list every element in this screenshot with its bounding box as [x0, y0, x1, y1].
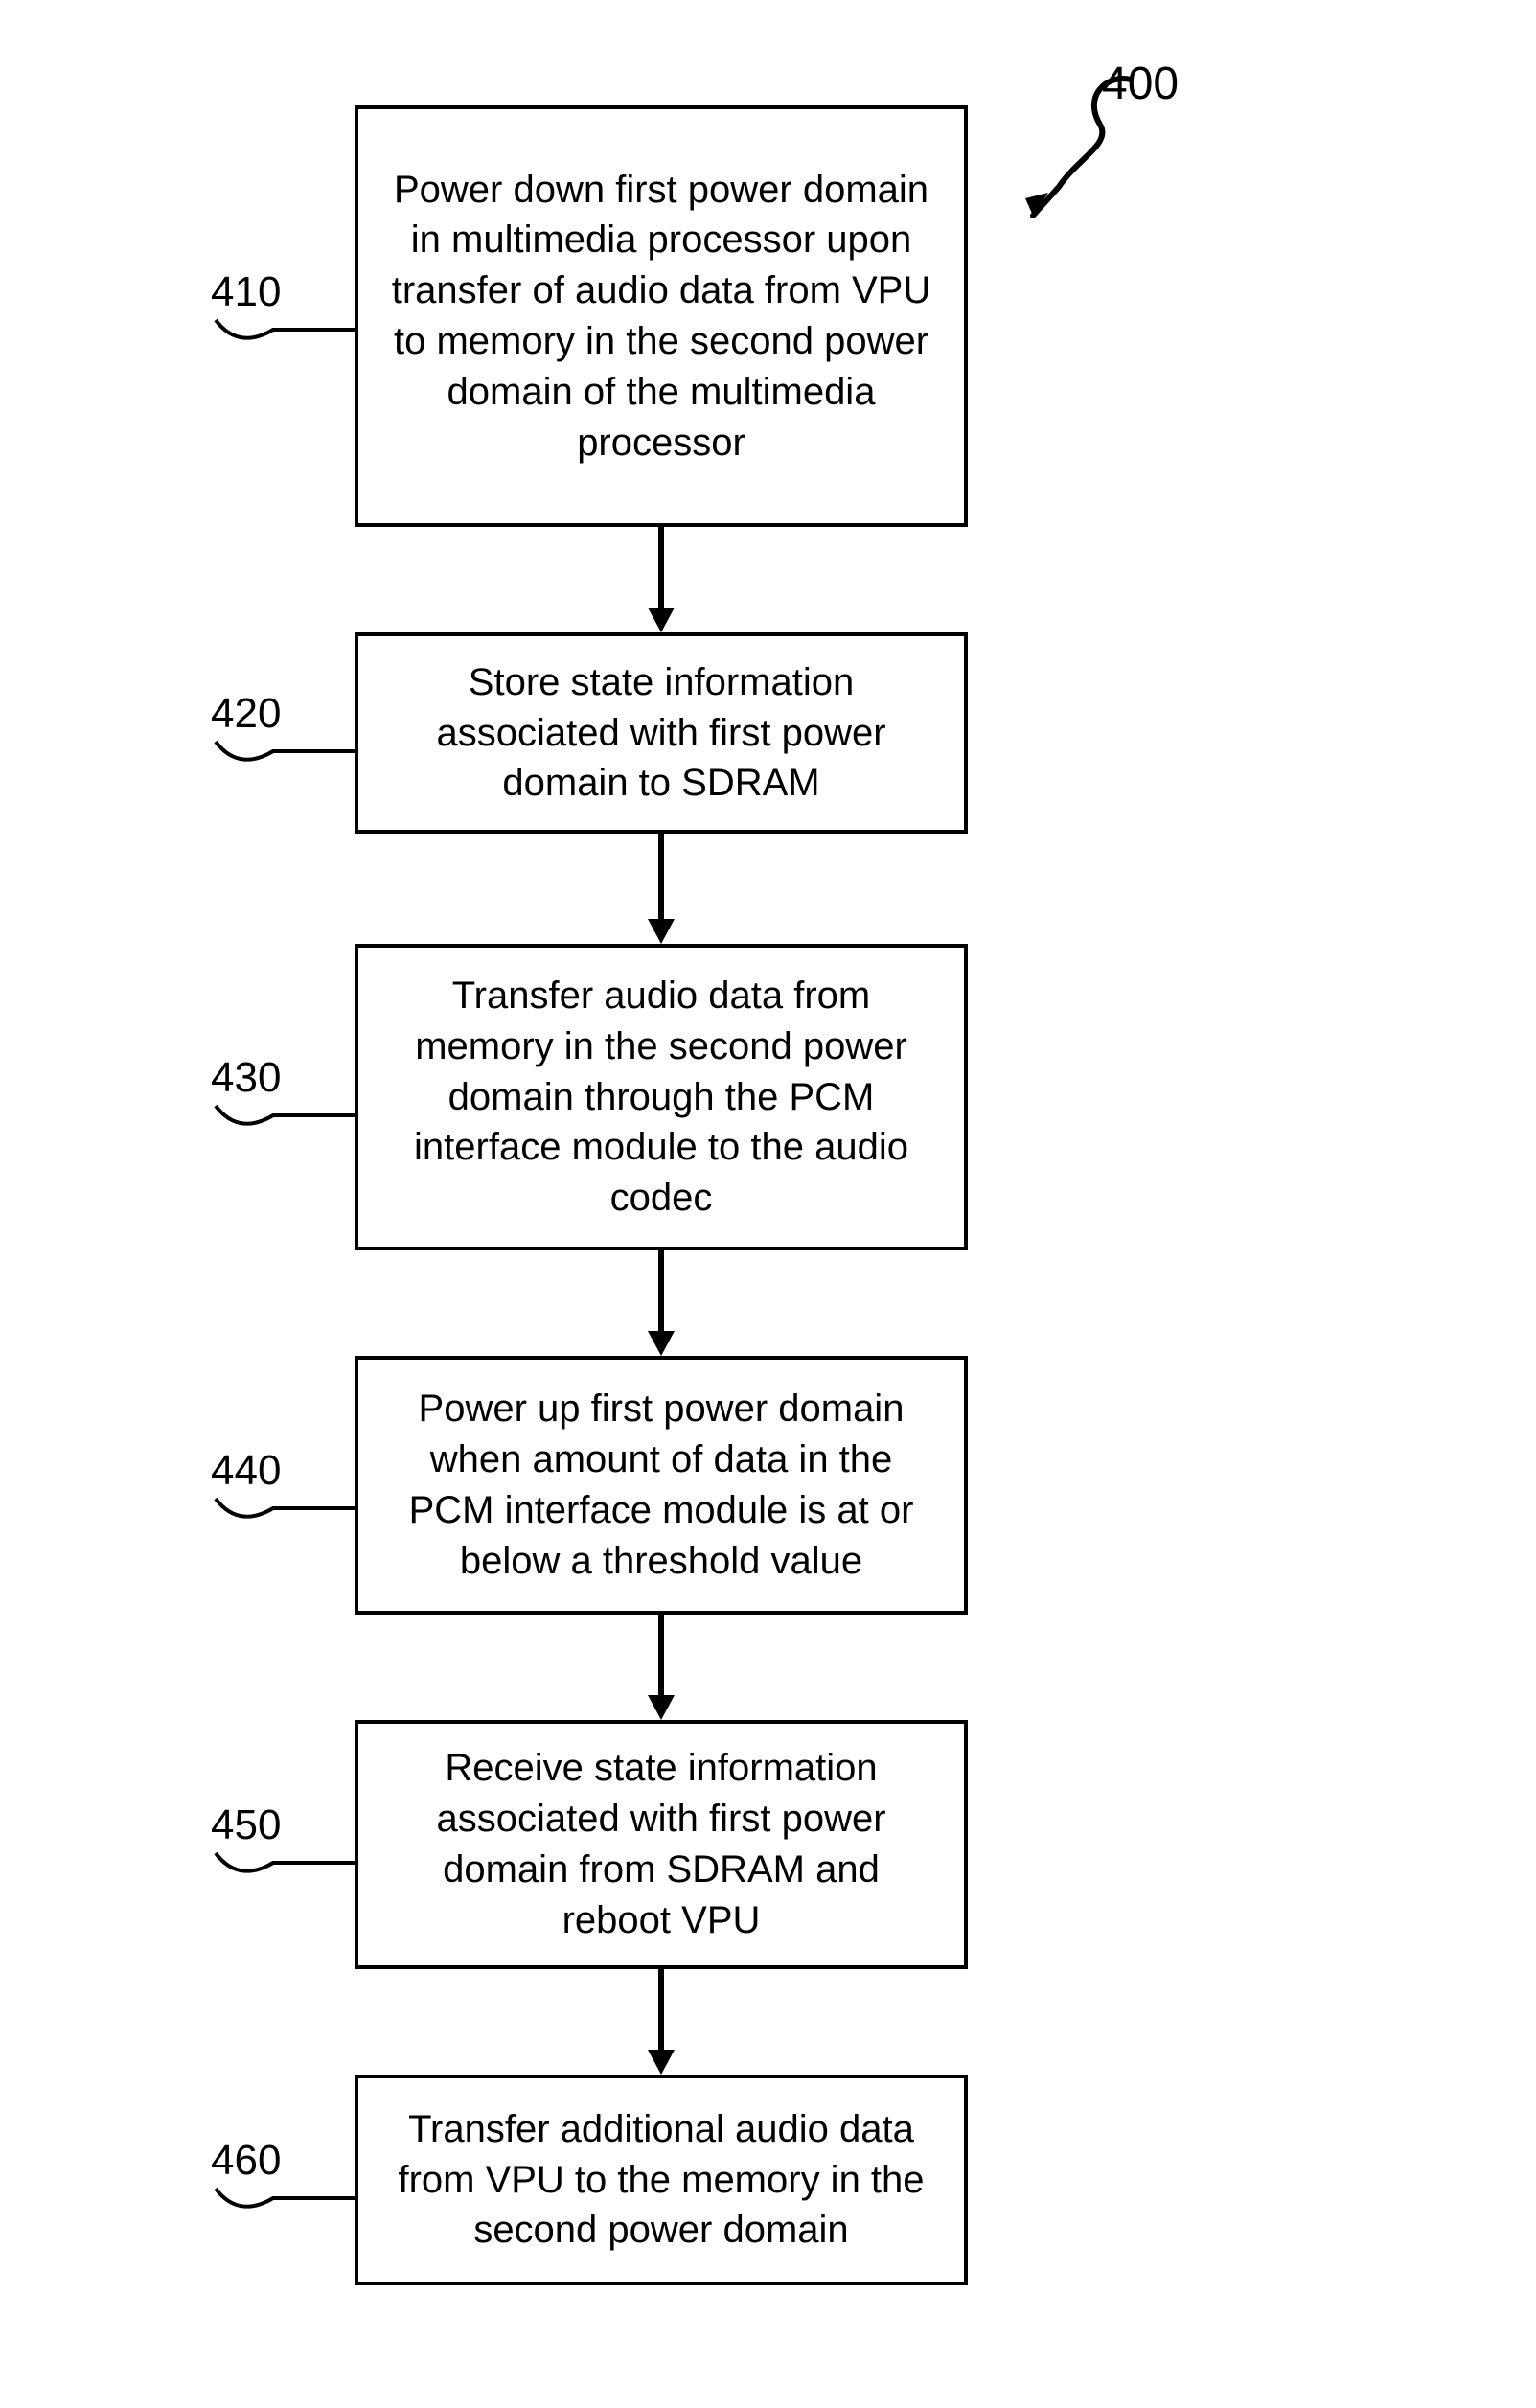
- step-ref-420: 420: [211, 690, 281, 738]
- flowchart-step-420: Store state information associated with …: [355, 632, 968, 834]
- flow-arrow: [642, 527, 680, 632]
- lead-line: [216, 734, 355, 772]
- flow-arrow: [642, 1615, 680, 1720]
- flowchart-step-text: Transfer audio data from memory in the s…: [383, 971, 939, 1224]
- flowchart-step-450: Receive state information associated wit…: [355, 1720, 968, 1969]
- flowchart-step-430: Transfer audio data from memory in the s…: [355, 944, 968, 1250]
- flowchart-step-460: Transfer additional audio data from VPU …: [355, 2075, 968, 2285]
- flowchart-step-text: Power down first power domain in multime…: [383, 165, 939, 469]
- step-ref-440: 440: [211, 1447, 281, 1495]
- flowchart-step-410: Power down first power domain in multime…: [355, 105, 968, 527]
- flowchart-step-440: Power up first power domain when amount …: [355, 1356, 968, 1615]
- step-ref-430: 430: [211, 1054, 281, 1102]
- flowchart-canvas: Power down first power domain in multime…: [0, 0, 1536, 2408]
- step-ref-450: 450: [211, 1801, 281, 1849]
- lead-line: [216, 1098, 355, 1136]
- flowchart-step-text: Store state information associated with …: [383, 657, 939, 809]
- flowchart-step-text: Power up first power domain when amount …: [383, 1384, 939, 1586]
- lead-line: [216, 2181, 355, 2219]
- flowchart-step-text: Transfer additional audio data from VPU …: [383, 2104, 939, 2256]
- flowchart-step-text: Receive state information associated wit…: [383, 1743, 939, 1945]
- step-ref-410: 410: [211, 268, 281, 316]
- lead-line: [216, 1491, 355, 1529]
- step-ref-460: 460: [211, 2137, 281, 2185]
- flow-arrow: [642, 834, 680, 944]
- figure-ref-arrow: [1016, 72, 1150, 225]
- flow-arrow: [642, 1969, 680, 2075]
- flow-arrow: [642, 1250, 680, 1356]
- lead-line: [216, 312, 355, 351]
- lead-line: [216, 1846, 355, 1884]
